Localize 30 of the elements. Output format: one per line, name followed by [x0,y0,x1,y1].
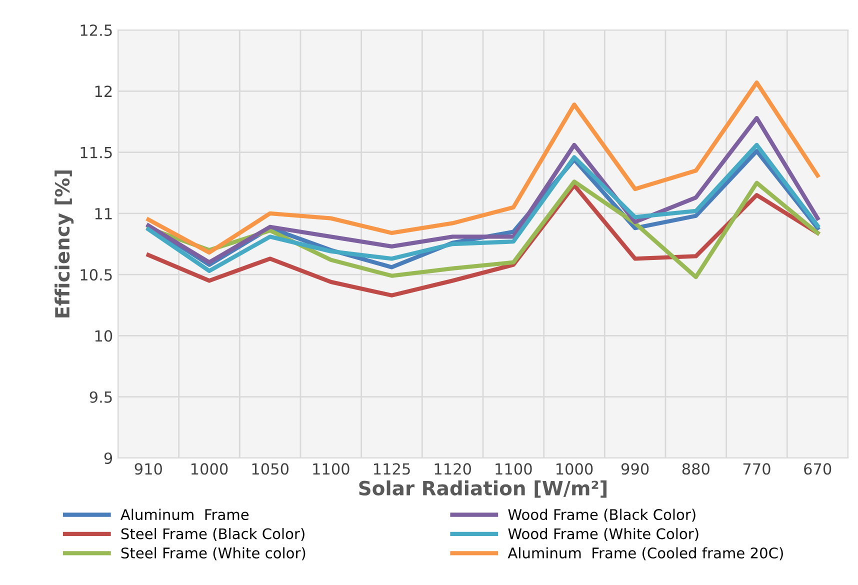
x-tick-label: 1050 [252,463,289,475]
x-tick-label: 1120 [434,463,472,475]
legend-label: Steel Frame (White color) [121,547,306,560]
x-tick-label: 1125 [374,463,410,475]
x-tick-label: 770 [743,463,770,475]
x-axis-title: Solar Radiation [W/m²] [359,480,606,498]
y-tick-label: 11 [95,208,112,220]
y-tick-label: 9.5 [90,391,112,403]
y-tick-label: 12 [95,86,112,97]
y-tick-label: 11.5 [80,146,112,158]
legend-label: Aluminum Frame (Cooled frame 20C) [508,547,783,560]
x-tick-label: 1100 [496,463,532,475]
x-tick-label: 670 [804,463,832,475]
y-tick-label: 9 [104,452,112,464]
legend-label: Steel Frame (Black Color) [121,528,304,541]
y-tick-label: 10.5 [80,269,112,281]
y-tick-label: 10 [95,330,112,342]
x-tick-label: 1100 [313,463,350,475]
legend-label: Wood Frame (Black Color) [508,508,696,522]
x-tick-label: 1000 [556,463,593,475]
x-tick-label: 910 [134,463,162,475]
line-series [146,80,820,255]
y-tick-label: 12.5 [80,24,112,36]
legend-label: Wood Frame (White Color) [508,528,698,541]
legend-label: Aluminum Frame [120,508,249,520]
y-axis-title: Efficiency [%] [54,170,74,318]
line-series [146,116,820,264]
x-tick-label: 880 [682,463,710,475]
x-tick-label: 1000 [191,463,228,475]
x-tick-label: 990 [621,463,649,475]
